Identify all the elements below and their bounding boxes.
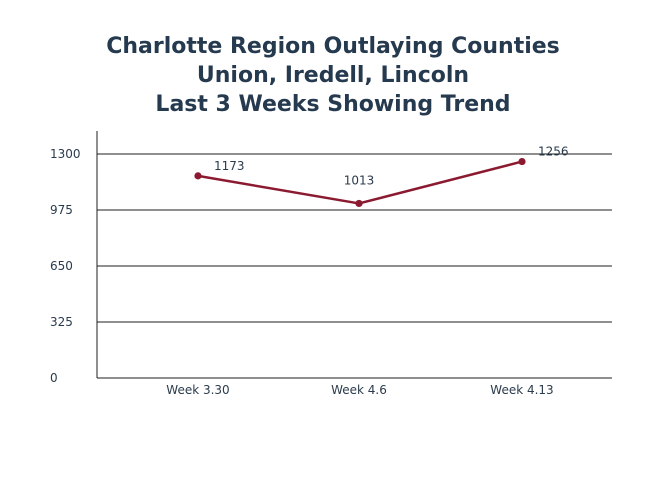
data-point bbox=[194, 172, 202, 180]
x-tick-label: Week 4.6 bbox=[331, 383, 387, 397]
chart-title-line-1: Charlotte Region Outlaying Counties bbox=[106, 34, 560, 59]
chart-title: Charlotte Region Outlaying Counties Unio… bbox=[0, 32, 666, 119]
y-tick-label: 325 bbox=[50, 315, 73, 329]
data-point bbox=[355, 199, 363, 208]
y-tick-label: 1300 bbox=[50, 147, 81, 161]
chart-title-line-2: Union, Iredell, Lincoln bbox=[196, 63, 470, 88]
x-axis: Week 3.30 Week 4.6 Week 4.13 bbox=[166, 383, 553, 397]
data-points bbox=[194, 157, 526, 208]
data-labels: 1173 1013 1256 bbox=[214, 145, 569, 188]
x-tick-label: Week 4.13 bbox=[490, 383, 553, 397]
chart-title-line-3: Last 3 Weeks Showing Trend bbox=[155, 92, 511, 117]
y-tick-label: 975 bbox=[50, 203, 73, 217]
data-label: 1256 bbox=[538, 145, 569, 159]
y-tick-label: 0 bbox=[50, 371, 58, 385]
y-axis: 0 325 650 975 1300 bbox=[50, 131, 98, 385]
y-tick-label: 650 bbox=[50, 259, 73, 273]
data-label: 1173 bbox=[214, 159, 245, 173]
gridlines bbox=[97, 153, 612, 379]
data-point bbox=[518, 157, 526, 166]
data-label: 1013 bbox=[344, 173, 375, 187]
x-tick-label: Week 3.30 bbox=[166, 383, 229, 397]
